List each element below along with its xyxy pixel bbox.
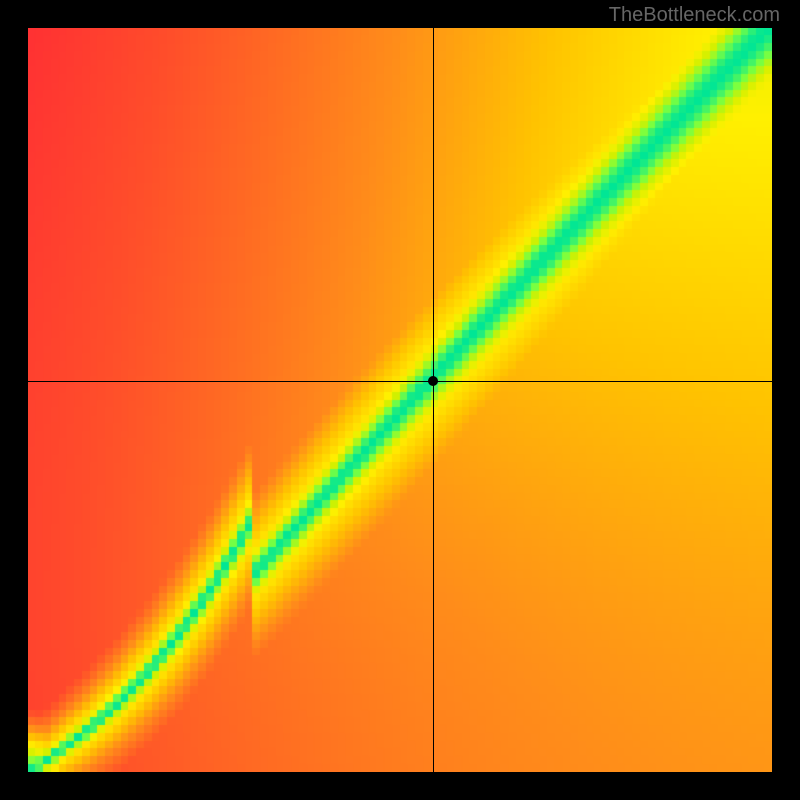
crosshair-vertical	[433, 28, 434, 772]
marker-dot	[428, 376, 438, 386]
watermark-text: TheBottleneck.com	[609, 4, 780, 27]
crosshair-horizontal	[28, 381, 772, 382]
heatmap-canvas	[28, 28, 772, 772]
heatmap-chart	[28, 28, 772, 772]
